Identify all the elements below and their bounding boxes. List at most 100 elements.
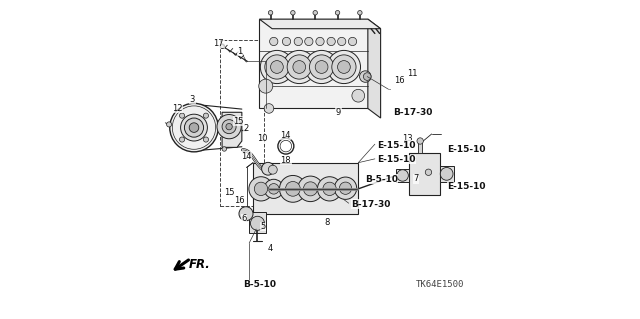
- Bar: [220, 40, 264, 206]
- Text: 1: 1: [237, 47, 242, 56]
- Text: 16: 16: [234, 196, 245, 205]
- Circle shape: [280, 175, 307, 202]
- Circle shape: [250, 216, 264, 230]
- Text: 4: 4: [268, 244, 273, 253]
- Circle shape: [269, 37, 278, 46]
- Polygon shape: [396, 169, 410, 182]
- Circle shape: [352, 89, 365, 102]
- Circle shape: [425, 169, 431, 175]
- Text: E-15-10: E-15-10: [378, 141, 416, 150]
- Circle shape: [285, 182, 300, 196]
- Polygon shape: [259, 19, 368, 108]
- Circle shape: [226, 123, 232, 130]
- Circle shape: [287, 55, 312, 79]
- Circle shape: [358, 11, 362, 15]
- Circle shape: [222, 120, 236, 134]
- Circle shape: [293, 61, 306, 73]
- Text: FR.: FR.: [189, 258, 211, 271]
- Circle shape: [327, 37, 335, 46]
- Circle shape: [282, 37, 291, 46]
- Text: B-17-30: B-17-30: [393, 108, 432, 117]
- Circle shape: [335, 11, 340, 15]
- Circle shape: [310, 55, 333, 79]
- Text: 9: 9: [336, 108, 341, 117]
- Text: 12: 12: [172, 104, 182, 113]
- Circle shape: [264, 179, 284, 198]
- Text: E-15-10: E-15-10: [378, 155, 416, 164]
- Circle shape: [327, 50, 360, 84]
- Circle shape: [334, 177, 356, 199]
- Circle shape: [220, 44, 225, 48]
- Circle shape: [265, 55, 289, 79]
- Circle shape: [264, 104, 274, 113]
- Circle shape: [262, 162, 275, 175]
- Circle shape: [239, 207, 253, 221]
- Circle shape: [339, 182, 351, 194]
- Text: B-5-10: B-5-10: [243, 280, 276, 289]
- Text: 5: 5: [260, 222, 266, 231]
- Text: E-15-10: E-15-10: [447, 182, 486, 191]
- Circle shape: [440, 167, 453, 180]
- Text: 14: 14: [280, 131, 290, 140]
- Text: B-5-10: B-5-10: [365, 175, 397, 184]
- Text: 15: 15: [234, 117, 244, 126]
- Circle shape: [184, 118, 204, 137]
- Polygon shape: [249, 212, 266, 233]
- Text: 11: 11: [407, 69, 418, 78]
- Text: E-15-10: E-15-10: [447, 145, 486, 154]
- Circle shape: [305, 37, 313, 46]
- Circle shape: [291, 11, 295, 15]
- Circle shape: [170, 103, 218, 152]
- Circle shape: [316, 61, 328, 73]
- Circle shape: [179, 113, 184, 118]
- Polygon shape: [419, 142, 422, 153]
- Circle shape: [189, 123, 199, 132]
- Circle shape: [204, 137, 209, 142]
- Circle shape: [317, 177, 342, 201]
- Circle shape: [313, 11, 317, 15]
- Circle shape: [204, 113, 209, 118]
- Polygon shape: [253, 163, 358, 214]
- Circle shape: [360, 71, 371, 82]
- Circle shape: [249, 177, 273, 201]
- Circle shape: [180, 114, 207, 141]
- Polygon shape: [410, 153, 440, 195]
- Text: B-17-30: B-17-30: [351, 200, 390, 209]
- Polygon shape: [239, 211, 249, 216]
- Text: 16: 16: [394, 76, 404, 85]
- Text: 2: 2: [243, 124, 248, 133]
- Circle shape: [323, 182, 336, 196]
- Circle shape: [337, 61, 350, 73]
- Text: 10: 10: [257, 134, 267, 143]
- Circle shape: [268, 165, 277, 174]
- Circle shape: [166, 122, 172, 127]
- Text: 13: 13: [403, 134, 413, 143]
- Circle shape: [332, 55, 356, 79]
- Text: 7: 7: [413, 174, 419, 183]
- Circle shape: [337, 37, 346, 46]
- Circle shape: [294, 37, 303, 46]
- Circle shape: [271, 61, 284, 73]
- Circle shape: [417, 138, 423, 144]
- Text: 15: 15: [224, 189, 234, 197]
- Text: 18: 18: [280, 156, 291, 165]
- Polygon shape: [440, 166, 454, 182]
- Text: TK64E1500: TK64E1500: [416, 280, 464, 289]
- Polygon shape: [368, 19, 381, 118]
- Circle shape: [303, 182, 317, 196]
- Circle shape: [348, 37, 356, 46]
- Circle shape: [269, 184, 279, 194]
- Text: 8: 8: [324, 218, 330, 227]
- Text: 17: 17: [214, 39, 224, 48]
- Polygon shape: [222, 112, 242, 147]
- Circle shape: [260, 50, 294, 84]
- Circle shape: [259, 79, 273, 93]
- Circle shape: [364, 73, 371, 80]
- Circle shape: [316, 37, 324, 46]
- Text: 3: 3: [189, 95, 195, 104]
- Polygon shape: [259, 19, 381, 29]
- Circle shape: [298, 176, 323, 202]
- Text: 6: 6: [241, 214, 247, 223]
- Circle shape: [397, 170, 408, 181]
- Text: 14: 14: [241, 152, 252, 161]
